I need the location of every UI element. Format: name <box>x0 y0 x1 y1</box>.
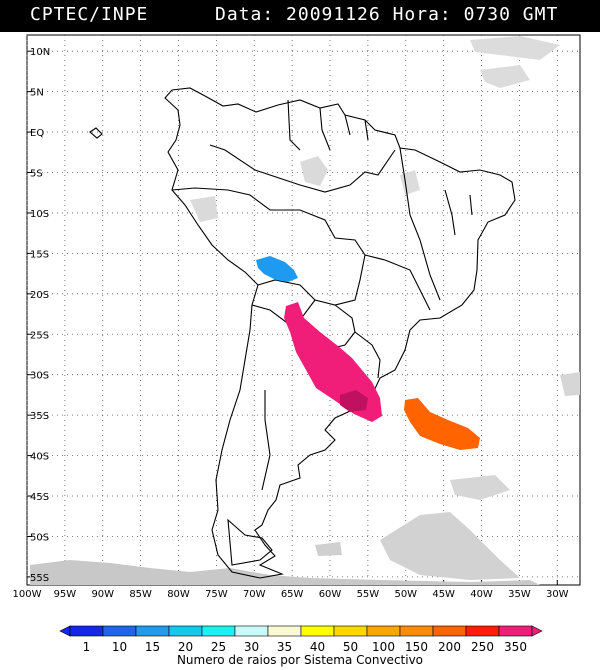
title-bar: CPTEC/INPE Data: 20091126 Hora: 0730 GMT <box>0 0 600 32</box>
lon-label: 80W <box>167 589 190 600</box>
color-scale-box <box>234 625 269 637</box>
lat-label: 15S <box>30 249 49 260</box>
date-value: 20091126 <box>286 4 381 25</box>
color-scale-label: 30 <box>244 640 259 652</box>
color-scale-box <box>432 625 467 637</box>
color-scale-label: 40 <box>310 640 325 652</box>
lon-label: 30W <box>546 589 569 600</box>
lat-label: 5S <box>30 169 43 180</box>
lon-label: 55W <box>357 589 380 600</box>
time-value: 0730 GMT <box>463 4 559 25</box>
lat-label: 40S <box>30 452 49 463</box>
lon-label: 100W <box>13 589 42 600</box>
color-scale: 1 10 15 20 25 30 35 40 50 100 150 200 250 350 <box>59 625 543 652</box>
color-scale-box <box>102 625 137 637</box>
system-atlantic <box>404 398 480 450</box>
color-scale-labels: 1 10 15 20 25 30 35 40 50 100 150 200 250 350 <box>83 640 527 652</box>
source-label: CPTEC/INPE <box>30 4 149 25</box>
lon-label: 35W <box>508 589 531 600</box>
color-scale-box <box>498 625 533 637</box>
map-frame <box>26 34 581 586</box>
lat-label: 20S <box>30 290 49 301</box>
color-scale-caption: Numero de raios por Sistema Convectivo <box>176 653 424 667</box>
color-scale-right-arrow <box>531 625 543 637</box>
color-scale-label: 10 <box>112 640 127 652</box>
color-scale-box <box>366 625 401 637</box>
lat-label: EQ <box>30 128 44 139</box>
lat-label: 50S <box>30 532 49 543</box>
lon-label: 70W <box>243 589 266 600</box>
latitude-labels: 10N 5N EQ 5S 10S 15S 20S 25S 30S 35S 40S 45S 50S 55S <box>30 47 50 584</box>
date-label: Data: <box>215 4 275 25</box>
lon-label: 90W <box>91 589 114 600</box>
color-scale-label: 25 <box>211 640 226 652</box>
system-uruguay-core <box>340 390 368 412</box>
color-scale-label: 350 <box>504 640 527 652</box>
color-scale-label: 35 <box>277 640 292 652</box>
color-scale-label: 100 <box>372 640 395 652</box>
color-scale-box <box>201 625 236 637</box>
lon-label: 75W <box>205 589 228 600</box>
color-scale-label: 20 <box>178 640 193 652</box>
color-scale-box <box>69 625 104 637</box>
color-scale-box <box>465 625 500 637</box>
color-scale-box <box>267 625 302 637</box>
color-scale-label: 15 <box>145 640 160 652</box>
time-label: Hora: <box>392 4 452 25</box>
lon-label: 40W <box>470 589 493 600</box>
color-scale-box <box>300 625 335 637</box>
map-panel: 10N5NEQ5S10S15S20S25S30S35S40S45S50S55S … <box>13 34 581 600</box>
color-scale-box <box>333 625 368 637</box>
lat-label: 35S <box>30 411 49 422</box>
color-scale-boxes <box>59 625 543 637</box>
lon-label: 45W <box>432 589 455 600</box>
lat-label: 55S <box>30 573 49 584</box>
color-scale-left-arrow <box>59 625 71 637</box>
color-scale-label: 1 <box>83 640 91 652</box>
lon-label: 95W <box>54 589 77 600</box>
lon-label: 60W <box>319 589 342 600</box>
datetime-label: Data: 20091126 Hora: 0730 GMT <box>215 4 558 25</box>
color-scale-box <box>399 625 434 637</box>
color-scale-label: 50 <box>343 640 358 652</box>
color-scale-box <box>135 625 170 637</box>
color-scale-label: 150 <box>405 640 428 652</box>
longitude-labels: 100W 95W 90W 85W 80W 75W 70W 65W 60W 55W 50W 45W 40W… <box>13 589 569 600</box>
lat-label: 10S <box>30 209 49 220</box>
convective-systems <box>256 256 480 450</box>
color-scale-label: 250 <box>471 640 494 652</box>
lat-label: 45S <box>30 492 49 503</box>
cloud-cover <box>30 36 580 585</box>
color-scale-label: 200 <box>438 640 461 652</box>
lat-label: 25S <box>30 330 49 341</box>
lon-label: 65W <box>281 589 304 600</box>
lat-label: 30S <box>30 371 49 382</box>
lat-label: 10N <box>30 47 50 58</box>
color-scale-box <box>168 625 203 637</box>
lat-label: 5N <box>30 88 44 99</box>
lon-label: 50W <box>394 589 417 600</box>
system-bolivia <box>256 256 298 282</box>
lon-label: 85W <box>129 589 152 600</box>
